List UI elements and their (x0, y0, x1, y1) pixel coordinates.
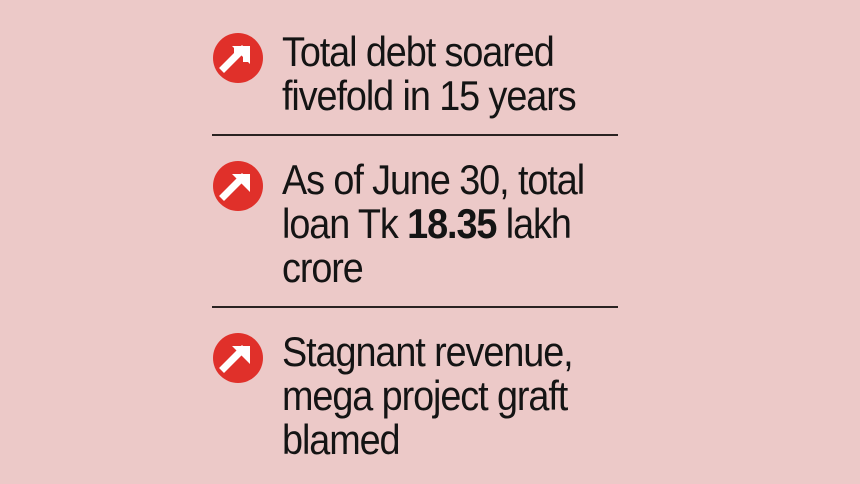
text-loan-suffix: lakh (496, 200, 572, 247)
divider (212, 134, 618, 136)
item-text-line: As of June 30, total (282, 156, 585, 203)
item-text-line: Stagnant revenue, (282, 328, 574, 375)
item-text: As of June 30, total loan Tk 18.35 lakh … (282, 158, 588, 290)
loan-amount: 18.35 (407, 200, 497, 247)
divider (212, 306, 618, 308)
arrow-up-right-icon (212, 32, 264, 84)
item-text-line: Total debt soared (282, 28, 555, 75)
arrow-up-right-icon (212, 332, 264, 384)
item-text-line: mega project graft (282, 372, 568, 419)
item-text-line: fivefold in 15 years (282, 72, 577, 119)
item-text-line: blamed (282, 416, 401, 463)
item-text: Stagnant revenue, mega project graft bla… (282, 330, 588, 462)
item-text: Total debt soared fivefold in 15 years (282, 30, 588, 118)
item-text-line: loan Tk 18.35 lakh (282, 202, 588, 246)
arrow-up-right-icon (212, 160, 264, 212)
item-text-line: crore (282, 244, 364, 291)
text-loan-prefix: loan Tk (282, 200, 408, 247)
